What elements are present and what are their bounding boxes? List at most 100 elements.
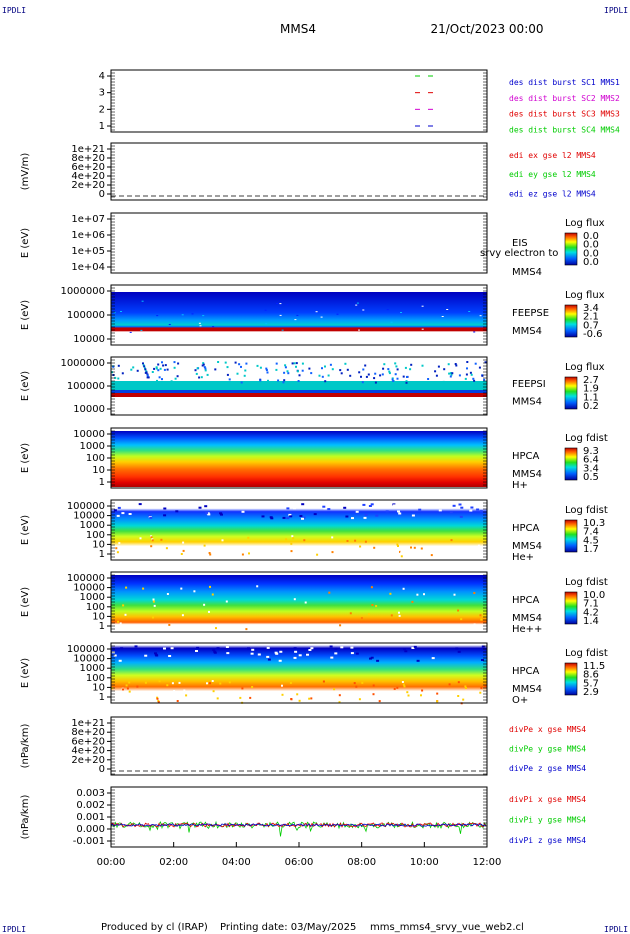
speck-feepsi bbox=[349, 374, 352, 377]
speck-hpca_hepp bbox=[153, 604, 156, 607]
speck-feepsi bbox=[142, 362, 144, 365]
speck-feepsi bbox=[163, 368, 166, 371]
speck-hpca_o bbox=[122, 688, 124, 691]
speck-feepsi bbox=[321, 367, 323, 370]
ytick-label-edi: 1e+21 bbox=[71, 144, 105, 155]
speck-hpca_he bbox=[219, 512, 223, 515]
speck-hpca_o bbox=[301, 699, 303, 702]
speck-feepse bbox=[362, 309, 365, 311]
ytick-label-hpca_he: 10 bbox=[92, 539, 105, 550]
speck-feepse bbox=[199, 325, 202, 327]
speck-feepsi bbox=[155, 367, 158, 370]
speck-hpca_o bbox=[372, 684, 375, 687]
spectrogram-speckle bbox=[111, 300, 487, 705]
speck-hpca_o bbox=[118, 659, 122, 662]
speck-hpca_he bbox=[160, 538, 163, 541]
footer-file: mms_mms4_srvy_vue_web2.cl bbox=[370, 922, 524, 933]
speck-feepse bbox=[336, 313, 339, 315]
speck-hpca_he bbox=[138, 503, 142, 506]
speck-hpca_he bbox=[458, 503, 462, 506]
speck-hpca_o bbox=[334, 647, 338, 650]
speck-hpca_he bbox=[248, 552, 250, 555]
speck-hpca_he bbox=[459, 549, 462, 551]
speck-hpca_o bbox=[251, 686, 254, 688]
speck-hpca_hepp bbox=[166, 593, 169, 595]
speck-hpca_o bbox=[406, 691, 409, 694]
speck-hpca_o bbox=[156, 697, 159, 700]
speck-feepsi bbox=[484, 361, 487, 364]
speck-feepsi bbox=[362, 368, 365, 371]
panel-frame-eis bbox=[110, 212, 488, 274]
cbar-tick-hpca_he: 4.5 bbox=[583, 535, 599, 546]
speck-feepsi bbox=[443, 368, 446, 371]
speck-hpca_o bbox=[216, 647, 220, 650]
speck-feepsi bbox=[409, 368, 412, 371]
speck-hpca_hepp bbox=[142, 587, 145, 590]
speck-feepsi bbox=[286, 370, 289, 373]
speck-hpca_hepp bbox=[225, 600, 228, 603]
speck-hpca_he bbox=[130, 553, 133, 556]
speck-hpca_hepp bbox=[360, 617, 363, 620]
speck-hpca_o bbox=[330, 656, 334, 659]
speck-hpca_he bbox=[331, 551, 334, 554]
speck-hpca_o bbox=[420, 694, 422, 697]
speck-hpca_he bbox=[161, 553, 163, 556]
speck-feepsi bbox=[194, 369, 197, 372]
speck-hpca_he bbox=[452, 504, 456, 507]
speck-hpca_o bbox=[128, 681, 131, 684]
speck-hpca_hepp bbox=[304, 601, 307, 604]
speck-feepsi bbox=[324, 380, 327, 383]
speck-hpca_he bbox=[396, 543, 399, 546]
speck-hpca_he bbox=[470, 506, 474, 509]
cbar-tick-hpca_o: 5.7 bbox=[583, 678, 599, 689]
speck-hpca_he bbox=[165, 547, 168, 550]
speck-hpca_he bbox=[286, 554, 289, 557]
speck-hpca_he bbox=[149, 516, 153, 519]
panel-label-feepsi-0: FEEPSI bbox=[512, 379, 546, 390]
speck-hpca_he bbox=[343, 506, 347, 509]
speck-hpca_o bbox=[241, 687, 244, 690]
panel-label-hpca_he-2: He+ bbox=[512, 552, 534, 563]
speck-hpca_he bbox=[120, 506, 124, 509]
speck-feepsi bbox=[284, 366, 287, 369]
speck-feepse bbox=[356, 302, 359, 304]
speck-hpca_o bbox=[401, 681, 404, 683]
speck-feepsi bbox=[277, 379, 280, 382]
speck-feepse bbox=[421, 305, 424, 307]
cbar-tick-hpca_h: 0.5 bbox=[583, 472, 599, 483]
speck-hpca_o bbox=[404, 650, 408, 653]
speck-hpca_o bbox=[457, 695, 460, 697]
cbar-tick-hpca_hepp: 1.4 bbox=[583, 616, 599, 627]
speck-hpca_he bbox=[203, 544, 206, 547]
speck-hpca_he bbox=[400, 551, 403, 554]
speck-hpca_o bbox=[173, 690, 176, 692]
speck-hpca_o bbox=[298, 654, 302, 657]
speck-feepsi bbox=[405, 380, 408, 383]
speck-hpca_he bbox=[450, 539, 453, 542]
speck-feepsi bbox=[214, 368, 217, 371]
panel-frame-divpi bbox=[110, 786, 488, 848]
speck-hpca_he bbox=[118, 542, 121, 545]
speck-feepsi bbox=[147, 376, 150, 379]
ytick-label-hpca_he: 1 bbox=[99, 549, 105, 560]
speck-hpca_he bbox=[477, 544, 480, 547]
speck-feepsi bbox=[136, 369, 139, 372]
speck-hpca_o bbox=[376, 695, 379, 698]
ytick-label-hpca_hepp: 10000 bbox=[73, 583, 105, 594]
colorbar-eis bbox=[564, 232, 578, 266]
speck-hpca_he bbox=[178, 552, 181, 555]
speck-hpca_o bbox=[188, 696, 191, 699]
speck-hpca_he bbox=[388, 550, 391, 553]
ytick-label-eis: 1e+04 bbox=[71, 262, 105, 273]
speck-hpca_hepp bbox=[152, 600, 155, 603]
speck-hpca_he bbox=[116, 514, 120, 517]
speck-hpca_o bbox=[369, 657, 372, 660]
speck-hpca_he bbox=[282, 506, 286, 509]
speck-hpca_he bbox=[476, 508, 480, 511]
speck-hpca_o bbox=[372, 693, 375, 696]
cbar-tick-feepsi: 1.1 bbox=[583, 392, 599, 403]
ytick-label-divpe: 6e+20 bbox=[71, 736, 105, 747]
ytick-label-hpca_o: 100 bbox=[86, 673, 105, 684]
panel-label-hpca_hepp-0: HPCA bbox=[512, 595, 540, 606]
speck-feepsi bbox=[391, 378, 394, 381]
